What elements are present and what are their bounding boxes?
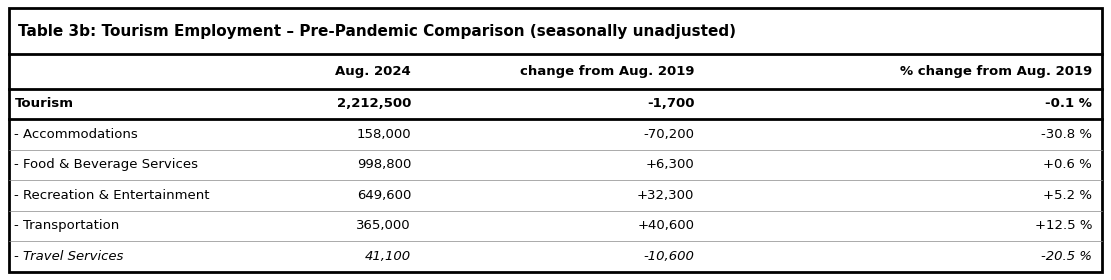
- Text: +6,300: +6,300: [645, 158, 694, 171]
- Text: -30.8 %: -30.8 %: [1041, 128, 1092, 141]
- Text: +5.2 %: +5.2 %: [1043, 189, 1092, 202]
- Text: Aug. 2024: Aug. 2024: [336, 65, 411, 78]
- Text: +0.6 %: +0.6 %: [1043, 158, 1092, 171]
- Text: -1,700: -1,700: [647, 97, 694, 110]
- Text: +12.5 %: +12.5 %: [1034, 219, 1092, 232]
- Text: +32,300: +32,300: [637, 189, 694, 202]
- Text: -0.1 %: -0.1 %: [1045, 97, 1092, 110]
- Text: 2,212,500: 2,212,500: [337, 97, 411, 110]
- Text: - Accommodations: - Accommodations: [14, 128, 138, 141]
- Text: - Recreation & Entertainment: - Recreation & Entertainment: [14, 189, 210, 202]
- Text: Tourism: Tourism: [14, 97, 73, 110]
- Text: % change from Aug. 2019: % change from Aug. 2019: [900, 65, 1092, 78]
- Text: -20.5 %: -20.5 %: [1041, 250, 1092, 263]
- Text: - Food & Beverage Services: - Food & Beverage Services: [14, 158, 199, 171]
- Text: 649,600: 649,600: [357, 189, 411, 202]
- Text: Table 3b: Tourism Employment – Pre-Pandemic Comparison (seasonally unadjusted): Table 3b: Tourism Employment – Pre-Pande…: [18, 24, 735, 39]
- Text: +40,600: +40,600: [638, 219, 694, 232]
- Text: -10,600: -10,600: [643, 250, 694, 263]
- Text: - Transportation: - Transportation: [14, 219, 120, 232]
- Text: 158,000: 158,000: [357, 128, 411, 141]
- Text: - Travel Services: - Travel Services: [14, 250, 123, 263]
- Text: change from Aug. 2019: change from Aug. 2019: [520, 65, 694, 78]
- Text: 41,100: 41,100: [364, 250, 411, 263]
- Text: 365,000: 365,000: [357, 219, 411, 232]
- Text: -70,200: -70,200: [643, 128, 694, 141]
- Text: 998,800: 998,800: [357, 158, 411, 171]
